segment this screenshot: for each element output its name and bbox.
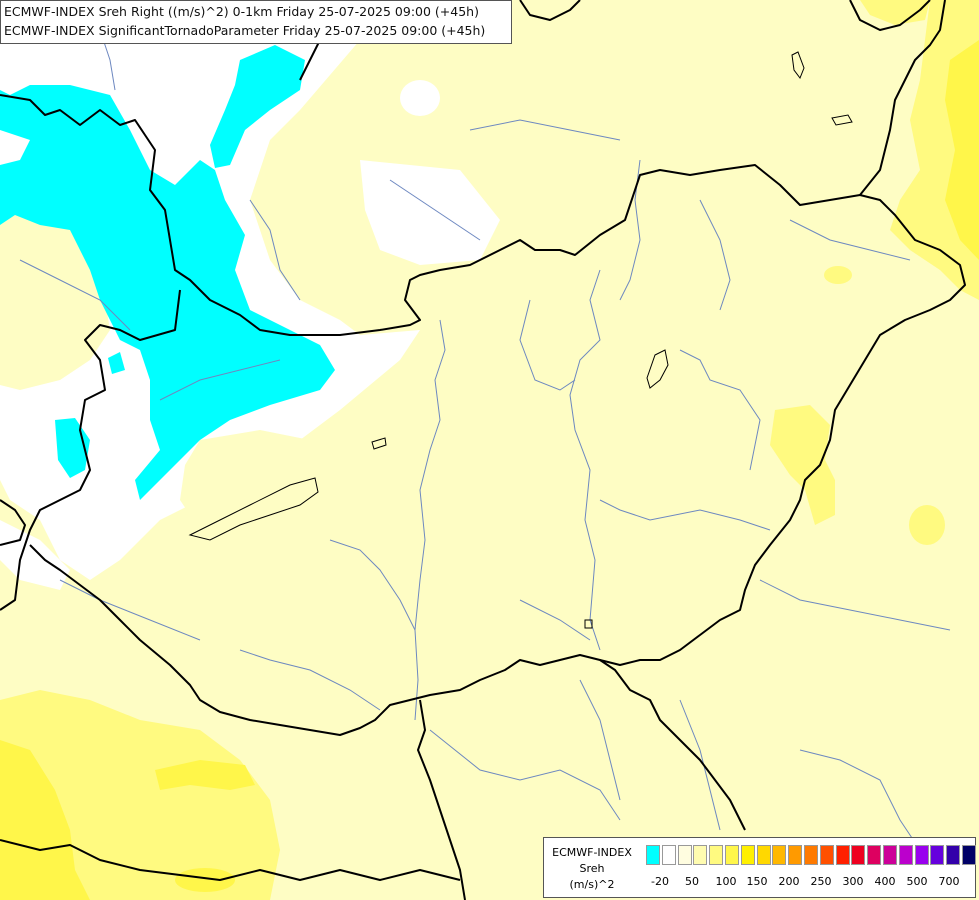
legend-tick-label: 300 <box>842 875 864 888</box>
legend-swatch <box>914 845 929 865</box>
legend-tick-label: 50 <box>685 875 699 888</box>
legend-swatch <box>709 845 724 865</box>
legend-swatch <box>898 845 913 865</box>
legend-swatch <box>756 845 771 865</box>
legend-swatch <box>819 845 834 865</box>
rivers <box>19 29 951 851</box>
legend-swatch <box>835 845 850 865</box>
legend-swatch <box>946 845 961 865</box>
map-header: ECMWF-INDEX Sreh Right ((m/s)^2) 0-1km F… <box>0 0 512 44</box>
legend-swatch <box>851 845 866 865</box>
legend-title: ECMWF-INDEX <box>552 846 632 859</box>
legend-swatch <box>677 845 692 865</box>
header-line-2: ECMWF-INDEX SignificantTornadoParameter … <box>4 23 486 38</box>
legend-swatch <box>661 845 676 865</box>
legend-tick-label: -20 <box>651 875 669 888</box>
legend-tick-label: 100 <box>715 875 737 888</box>
legend-swatch <box>725 845 739 865</box>
legend-swatch <box>788 845 803 865</box>
legend-swatch <box>883 845 897 865</box>
legend-tick-label: 200 <box>778 875 800 888</box>
legend-tick-label: 400 <box>874 875 896 888</box>
legend-parameter: Sreh <box>579 862 605 875</box>
legend-unit: (m/s)^2 <box>569 878 615 891</box>
header-line-1: ECMWF-INDEX Sreh Right ((m/s)^2) 0-1km F… <box>4 4 479 19</box>
lakes <box>188 51 853 629</box>
legend-tick-label: 250 <box>810 875 832 888</box>
legend-swatch <box>646 845 660 865</box>
legend-tick-label: 150 <box>746 875 768 888</box>
legend-swatch <box>930 845 945 865</box>
legend-swatch <box>867 845 882 865</box>
legend-tick-label: 700 <box>938 875 960 888</box>
legend-swatch <box>693 845 708 865</box>
legend-swatch <box>740 845 755 865</box>
legend-tick-label: 500 <box>906 875 928 888</box>
legend-swatch <box>772 845 787 865</box>
color-legend: ECMWF-INDEX Sreh (m/s)^2 -20 50 100 150 200 2… <box>543 837 976 898</box>
legend-swatch <box>804 845 818 865</box>
cyan-contour-areas <box>0 45 335 500</box>
legend-swatch <box>962 845 976 865</box>
